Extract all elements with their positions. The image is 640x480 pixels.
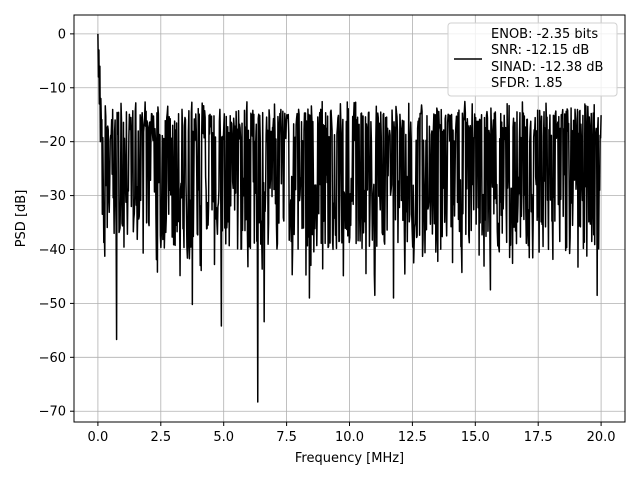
y-tick-label: −10 <box>39 81 66 96</box>
y-tick-label: −30 <box>39 189 66 204</box>
legend-enob: ENOB: -2.35 bits <box>491 27 598 42</box>
x-tick-label: 10.0 <box>335 430 364 445</box>
y-axis-ticks: 0 −10 −20 −30 −40 −50 −60 −70 <box>39 27 74 420</box>
legend-box <box>447 22 618 97</box>
y-tick-label: 0 <box>58 27 66 42</box>
x-axis-ticks: 0.0 2.5 5.0 7.5 10.0 12.5 15.0 17.5 20.0 <box>88 422 616 445</box>
x-tick-label: 17.5 <box>524 430 553 445</box>
legend-snr: SNR: -12.15 dB <box>491 43 589 58</box>
x-tick-label: 12.5 <box>398 430 427 445</box>
x-tick-label: 5.0 <box>213 430 234 445</box>
y-axis-label: PSD [dB] <box>14 190 29 248</box>
x-tick-label: 0.0 <box>88 430 109 445</box>
legend-sfdr: SFDR: 1.85 <box>491 76 563 91</box>
x-tick-label: 2.5 <box>150 430 171 445</box>
x-tick-label: 7.5 <box>276 430 297 445</box>
y-tick-label: −20 <box>39 135 66 150</box>
plot-area <box>97 33 602 403</box>
x-tick-label: 20.0 <box>587 430 616 445</box>
y-tick-label: −40 <box>39 243 66 258</box>
y-tick-label: −70 <box>39 405 66 420</box>
y-tick-label: −60 <box>39 351 66 366</box>
x-tick-label: 15.0 <box>461 430 490 445</box>
y-tick-label: −50 <box>39 297 66 312</box>
psd-series-line <box>97 33 602 403</box>
legend: ENOB: -2.35 bits SNR: -12.15 dB SINAD: -… <box>447 22 618 97</box>
legend-sinad: SINAD: -12.38 dB <box>491 60 603 75</box>
x-axis-label: Frequency [MHz] <box>295 451 404 466</box>
